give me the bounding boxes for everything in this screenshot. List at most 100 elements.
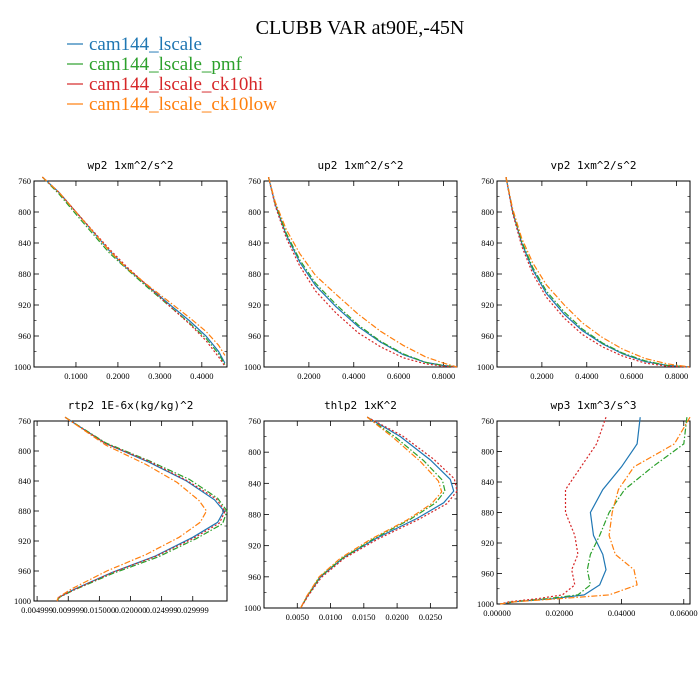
series-line-cam144_lscale_ck10hi [41,176,226,367]
x-tick-label: 0.8000 [665,371,688,381]
plot-frame [33,420,228,602]
x-tick-label: 0.009999 [52,605,84,615]
panel-5: thlp2 1xK^2 760 800 840 880 920 960 1000 0.0050 0… [244,399,458,622]
plot-frame [33,180,228,368]
x-tick-label: 0.4000 [342,371,365,381]
x-tick-label: 0.8000 [432,371,455,381]
x-tick-label: 0.0050 [286,612,309,622]
series-line-cam144_lscale [500,417,641,605]
y-tick-label: 920 [248,300,261,310]
y-tick-label: 800 [18,207,31,217]
legend: cam144_lscalecam144_lscale_pmfcam144_lsc… [67,34,277,115]
y-tick-label: 760 [248,416,261,426]
x-tick-label: 0.1000 [64,371,87,381]
series-line-cam144_lscale [267,176,458,368]
y-tick-label: 1000 [14,596,31,606]
x-tick-label: 0.024999 [146,605,178,615]
panels: wp2 1xm^2/s^2 760 800 840 880 920 960 1000 0.100… [14,159,698,622]
panel-title: thlp2 1xK^2 [324,399,397,412]
y-tick-label: 760 [248,176,261,186]
y-tick-label: 880 [18,269,31,279]
y-tick-label: 760 [481,416,494,426]
legend-label: cam144_lscale_ck10hi [89,74,263,95]
y-tick-label: 880 [248,269,261,279]
y-tick-label: 880 [481,508,494,518]
y-tick-label: 880 [481,269,494,279]
y-tick-label: 800 [18,446,31,456]
series-line-cam144_lscale [56,416,225,602]
panel-2: up2 1xm^2/s^2 760 800 840 880 920 960 1000 0.200… [244,159,458,381]
x-tick-label: 0.015000 [83,605,115,615]
y-tick-label: 960 [248,331,261,341]
y-tick-label: 960 [18,566,31,576]
series-line-cam144_lscale_pmf [300,416,446,609]
y-tick-label: 1000 [244,362,261,372]
x-tick-label: 0.02000 [545,608,573,618]
panel-4: rtp2 1E-6x(kg/kg)^2 760 800 840 880 920 960 100… [14,399,228,615]
x-tick-label: 0.029999 [177,605,209,615]
series-line-cam144_lscale_ck10low [267,176,458,368]
y-tick-label: 880 [248,510,261,520]
x-tick-label: 0.4000 [575,371,598,381]
y-tick-label: 1000 [14,362,31,372]
y-tick-label: 960 [481,331,494,341]
y-tick-label: 800 [248,207,261,217]
x-tick-label: 0.4000 [190,371,213,381]
chart-title: CLUBB VAR at90E,-45N [256,17,465,39]
y-tick-label: 1000 [244,603,261,613]
panel-6: wp3 1xm^3/s^3 760 800 840 880 920 960 10000.000… [477,399,698,618]
x-tick-label: 0.00000 [483,608,511,618]
series-line-cam144_lscale_ck10hi [505,176,691,368]
x-tick-label: 0.0250 [419,612,442,622]
x-tick-label: 0.2000 [297,371,320,381]
series-line-cam144_lscale_ck10hi [499,417,607,605]
x-tick-label: 0.0150 [352,612,375,622]
y-tick-label: 1000 [477,362,494,372]
series-line-cam144_lscale_ck10low [300,416,443,609]
series-line-cam144_lscale [505,176,691,368]
legend-label: cam144_lscale_pmf [89,54,243,75]
series-line-cam144_lscale_ck10hi [300,416,458,609]
y-tick-label: 840 [481,477,494,487]
series-line-cam144_lscale_pmf [505,176,691,368]
y-tick-label: 1000 [477,599,494,609]
y-tick-label: 960 [481,569,494,579]
series-line-cam144_lscale_pmf [267,176,458,368]
y-tick-label: 840 [481,238,494,248]
plot-frame [263,180,458,368]
panel-title: wp2 1xm^2/s^2 [87,159,173,172]
y-tick-label: 760 [18,176,31,186]
y-tick-label: 920 [481,538,494,548]
y-tick-label: 840 [248,238,261,248]
series-line-cam144_lscale [300,416,455,609]
y-tick-label: 920 [248,541,261,551]
series-line-cam144_lscale_ck10low [500,416,691,605]
panel-title: up2 1xm^2/s^2 [317,159,403,172]
series-line-cam144_lscale_ck10low [56,416,208,602]
series-line-cam144_lscale_ck10low [505,176,691,368]
legend-label: cam144_lscale [89,34,202,55]
x-tick-label: 0.04000 [608,608,636,618]
x-tick-label: 0.004999 [21,605,53,615]
series-line-cam144_lscale_ck10hi [56,416,226,602]
legend-label: cam144_lscale_ck10low [89,94,277,115]
y-tick-label: 960 [248,572,261,582]
x-tick-label: 0.2000 [106,371,129,381]
panel-1: wp2 1xm^2/s^2 760 800 840 880 920 960 1000 0.100… [14,159,228,381]
plot-frame [496,180,691,368]
x-tick-label: 0.020000 [115,605,147,615]
y-tick-label: 760 [18,416,31,426]
x-tick-label: 0.2000 [530,371,553,381]
panel-title: rtp2 1E-6x(kg/kg)^2 [68,399,194,412]
series-line-cam144_lscale_pmf [499,417,688,605]
y-tick-label: 920 [18,300,31,310]
y-tick-label: 800 [481,207,494,217]
y-tick-label: 840 [248,478,261,488]
y-tick-label: 880 [18,506,31,516]
y-tick-label: 960 [18,331,31,341]
panel-3: vp2 1xm^2/s^2 760 800 840 880 920 960 1000 0.200… [477,159,691,381]
series-line-cam144_lscale_pmf [56,416,228,602]
x-tick-label: 0.06000 [670,608,698,618]
y-tick-label: 920 [481,300,494,310]
